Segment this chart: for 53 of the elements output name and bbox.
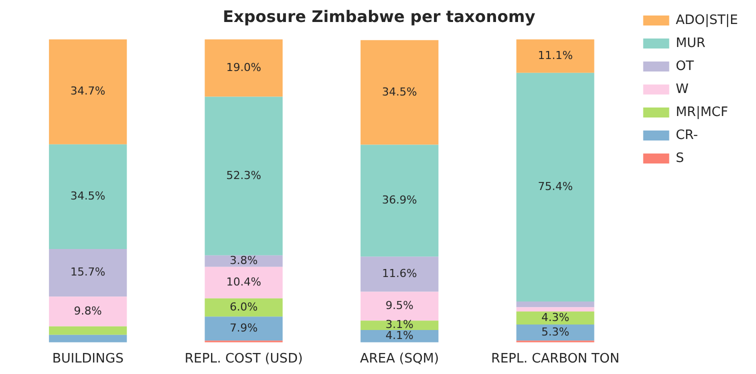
data-label: 9.8%	[74, 304, 102, 318]
data-label: 34.5%	[70, 190, 106, 203]
bar	[48, 296, 127, 326]
bar	[516, 72, 594, 302]
bar	[48, 334, 127, 342]
bar	[48, 39, 127, 144]
legend-label: OT	[676, 58, 694, 74]
x-tick-label: REPL. CARBON TON	[491, 352, 620, 367]
data-label: 10.4%	[226, 276, 262, 289]
legend-label: MUR	[676, 36, 706, 51]
data-label: 5.3%	[541, 325, 570, 338]
bar	[204, 298, 283, 317]
data-label: 36.9%	[382, 194, 417, 207]
data-label: 52.3%	[226, 168, 262, 182]
data-label: 11.1%	[538, 48, 573, 62]
x-tick-label: REPL. COST (USD)	[184, 352, 303, 367]
bar	[516, 301, 594, 308]
bar	[204, 266, 283, 298]
data-label: 19.0%	[226, 60, 262, 74]
data-label: 3.8%	[230, 254, 258, 267]
bar	[360, 292, 438, 321]
bar	[204, 96, 283, 256]
data-label: 7.9%	[230, 321, 258, 334]
bar	[360, 320, 438, 330]
legend-label: MR|MCF	[676, 104, 728, 120]
data-label: 4.1%	[386, 329, 414, 342]
bar	[360, 144, 438, 257]
data-label: 34.7%	[70, 84, 106, 98]
data-label: 11.6%	[382, 267, 417, 280]
bar	[516, 307, 594, 312]
data-label: 4.3%	[541, 310, 570, 324]
x-tick-label: BUILDINGS	[52, 352, 124, 367]
bar	[360, 40, 438, 145]
data-label: 15.7%	[70, 266, 106, 279]
legend-label: CR-	[676, 128, 698, 143]
data-label: 3.1%	[386, 318, 414, 332]
chart-title: Exposure Zimbabwe per taxonomy	[222, 6, 536, 26]
bar	[204, 39, 283, 97]
bar	[360, 256, 438, 292]
data-label: 75.4%	[538, 180, 573, 194]
x-tick-label: AREA (SQM)	[360, 352, 440, 367]
bar	[48, 144, 127, 250]
bar	[204, 316, 283, 341]
data-label: 34.5%	[382, 85, 417, 98]
data-label: 6.0%	[230, 300, 258, 314]
legend-label: ADO|ST|E	[676, 12, 738, 28]
bar	[516, 39, 594, 73]
legend-label: S	[676, 150, 684, 166]
legend-label: W	[676, 82, 689, 97]
data-label: 9.5%	[386, 299, 414, 312]
bar	[516, 324, 594, 341]
bar	[48, 326, 127, 335]
bar	[48, 249, 127, 297]
